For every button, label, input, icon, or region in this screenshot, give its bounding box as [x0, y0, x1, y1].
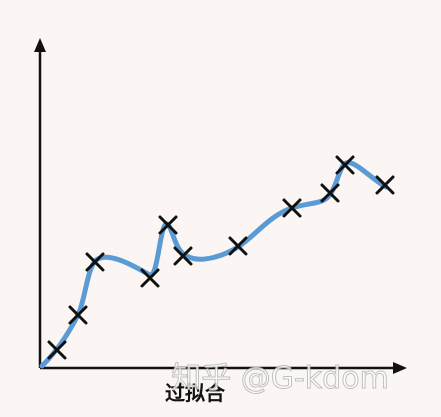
point	[375, 175, 395, 195]
point	[68, 305, 88, 325]
x-axis-arrow	[393, 362, 407, 374]
point	[228, 236, 248, 256]
point	[158, 215, 178, 235]
point	[173, 246, 193, 266]
point	[335, 155, 355, 175]
point	[85, 252, 105, 272]
y-axis-arrow	[34, 38, 46, 52]
point	[47, 340, 67, 360]
caption: 过拟合	[165, 381, 226, 405]
data-points	[47, 155, 395, 360]
point	[282, 198, 302, 218]
watermark: 知乎 @G-kdom	[171, 361, 389, 396]
point	[320, 183, 340, 203]
point	[140, 268, 160, 288]
